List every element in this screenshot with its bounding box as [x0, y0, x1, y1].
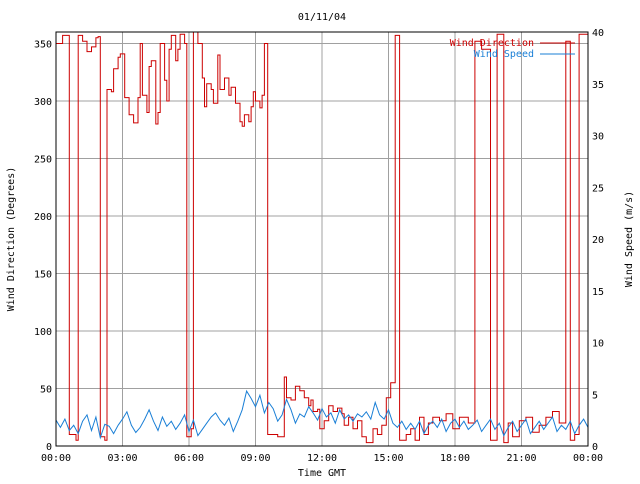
y-tick-label-left: 200 [34, 212, 52, 223]
legend-label-speed: Wind Speed [474, 49, 534, 60]
x-tick-label: 09:00 [240, 453, 270, 464]
grid [56, 32, 588, 446]
y-tick-label-left: 250 [34, 155, 52, 166]
y-tick-label-left: 100 [34, 327, 52, 338]
x-tick-label: 00:00 [41, 453, 71, 464]
y-tick-label-left: 150 [34, 270, 52, 281]
x-tick-label: 00:00 [573, 453, 603, 464]
x-tick-label: 12:00 [307, 453, 337, 464]
x-tick-label: 18:00 [440, 453, 470, 464]
legend: Wind Direction Wind Speed [450, 38, 575, 60]
y-tick-label-left: 350 [34, 40, 52, 51]
x-tick-label: 15:00 [373, 453, 403, 464]
y-tick-label-right: 40 [592, 28, 604, 39]
legend-label-direction: Wind Direction [450, 38, 534, 49]
plot-frame [55, 31, 589, 447]
y-axis-label-left: Wind Direction (Degrees) [6, 167, 17, 312]
x-tick-label: 03:00 [107, 453, 137, 464]
y-tick-label-right: 15 [592, 287, 604, 298]
y-tick-label-right: 10 [592, 339, 604, 350]
x-axis-label: Time GMT [298, 468, 346, 479]
wind-speed-line [55, 389, 589, 440]
y-tick-label-right: 35 [592, 80, 604, 91]
y-tick-label-right: 20 [592, 235, 604, 246]
y-tick-label-left: 300 [34, 97, 52, 108]
x-tick-label: 21:00 [506, 453, 536, 464]
chart-title: 01/11/04 [298, 12, 346, 23]
y-tick-label-left: 50 [40, 385, 52, 396]
y-tick-label-right: 0 [592, 442, 598, 453]
y-axis-label-right: Wind Speed (m/s) [624, 191, 635, 287]
wind-direction-line [56, 31, 589, 444]
series-layer [55, 31, 589, 444]
x-tick-label: 06:00 [174, 453, 204, 464]
y-tick-label-right: 30 [592, 132, 604, 143]
y-tick-label-left: 0 [46, 442, 52, 453]
tick-labels: 00:00 03:00 06:00 09:00 12:00 15:00 18:00 21:00… [34, 28, 604, 464]
y-tick-label-right: 5 [592, 390, 598, 401]
y-tick-label-right: 25 [592, 183, 604, 194]
